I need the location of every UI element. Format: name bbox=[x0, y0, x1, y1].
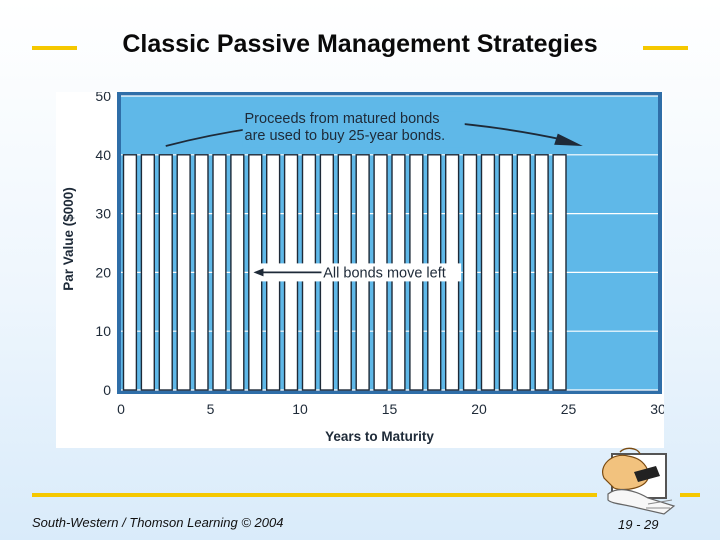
annotation-text: Proceeds from matured bonds bbox=[245, 111, 440, 127]
y-tick-label: 30 bbox=[95, 206, 111, 222]
bar bbox=[552, 154, 567, 391]
title-rule-right bbox=[643, 46, 688, 50]
bar bbox=[122, 154, 138, 391]
y-tick-label: 20 bbox=[95, 264, 111, 280]
bar bbox=[534, 154, 549, 391]
x-tick-label: 25 bbox=[561, 401, 577, 417]
x-tick-label: 10 bbox=[292, 401, 308, 417]
footer-rule bbox=[32, 493, 597, 497]
bar bbox=[516, 154, 531, 391]
chart-panel: Proceeds from matured bonds are used to b… bbox=[56, 92, 664, 448]
y-axis-label: Par Value ($000) bbox=[61, 187, 76, 291]
bar bbox=[212, 154, 227, 391]
annotation-bg bbox=[253, 263, 462, 282]
bar bbox=[194, 154, 209, 391]
title-rule-left bbox=[32, 46, 77, 50]
bar bbox=[176, 154, 191, 391]
title-area: Classic Passive Management Strategies bbox=[0, 28, 720, 68]
bar bbox=[462, 154, 478, 391]
y-tick-label: 10 bbox=[95, 323, 111, 339]
bar bbox=[158, 154, 173, 391]
footer-rule-right bbox=[680, 493, 700, 497]
x-tick-label: 5 bbox=[207, 401, 215, 417]
slide-number: 19 - 29 bbox=[618, 517, 659, 532]
y-tick-label: 0 bbox=[103, 382, 111, 398]
page-title: Classic Passive Management Strategies bbox=[122, 30, 598, 58]
bar bbox=[140, 154, 155, 391]
reading-figure-icon bbox=[602, 447, 676, 515]
bar bbox=[498, 154, 513, 391]
x-axis-label: Years to Maturity bbox=[325, 429, 434, 444]
footer-copyright: South-Western / Thomson Learning © 2004 bbox=[32, 515, 284, 530]
x-tick-label: 30 bbox=[650, 401, 664, 417]
annotation-bg bbox=[242, 111, 465, 148]
x-tick-label: 0 bbox=[117, 401, 125, 417]
x-tick-label: 15 bbox=[382, 401, 398, 417]
curved-arrow-head bbox=[554, 133, 583, 146]
left-arrow-head bbox=[253, 268, 264, 277]
annotation-text: are used to buy 25-year bonds. bbox=[245, 128, 446, 144]
x-tick-label: 20 bbox=[471, 401, 487, 417]
y-tick-label: 50 bbox=[95, 92, 111, 104]
annotation-text: All bonds move left bbox=[323, 265, 446, 281]
y-tick-label: 40 bbox=[95, 147, 111, 163]
bar bbox=[480, 154, 496, 391]
bar bbox=[230, 154, 245, 391]
